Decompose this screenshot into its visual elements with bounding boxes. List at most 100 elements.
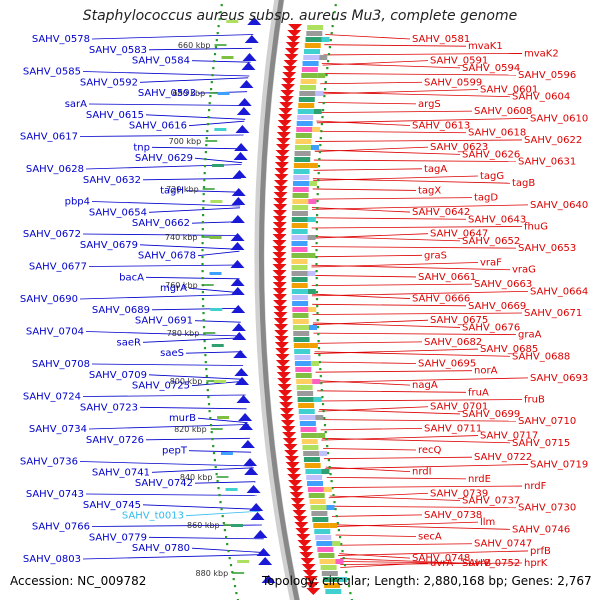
tick-dot <box>342 557 345 560</box>
minus-strand-arrow <box>274 174 289 181</box>
minus-gene-label: SAHV_0717 <box>480 431 538 442</box>
tick-dot <box>223 529 226 532</box>
minus-strand-arrow <box>273 300 288 307</box>
tick-dot <box>315 291 318 294</box>
minus-gene-label: SAHV_0671 <box>524 308 582 319</box>
minus-gene-label: mvaK1 <box>468 41 503 52</box>
leader-line <box>336 543 473 546</box>
plus-gene-label: SAHV_0724 <box>23 392 81 403</box>
tick-dot <box>322 102 325 105</box>
tick-dot <box>317 347 321 350</box>
minus-strand-arrow <box>286 468 301 475</box>
leader-line <box>79 134 244 137</box>
leader-line <box>145 276 240 280</box>
minus-strand-arrow <box>283 60 298 67</box>
plus-gene-label: SAHV_0654 <box>89 207 147 218</box>
tick-dot <box>202 319 205 322</box>
tick-dot <box>316 186 320 189</box>
minus-strand-feature <box>297 391 314 396</box>
leader-line <box>312 303 467 307</box>
minus-gene-label: SAHV_0688 <box>512 351 570 362</box>
tick-dot <box>210 431 213 434</box>
leader-line <box>142 177 242 181</box>
tick-label: 800 kbp <box>170 377 203 386</box>
accession-text: Accession: NC_009782 <box>10 574 147 588</box>
minus-gene-label: SAHV_0631 <box>518 157 576 168</box>
minus-strand-feature <box>293 175 310 180</box>
plus-strand-arrow <box>247 17 262 25</box>
minus-strand-feature <box>309 181 318 186</box>
plus-strand-arrow <box>232 332 247 340</box>
minus-gene-label: uvrB <box>468 558 491 569</box>
minus-strand-feature <box>291 283 308 288</box>
leader-line <box>191 380 245 387</box>
minus-strand-feature <box>323 487 332 492</box>
plus-gene-label: mgrA <box>160 283 187 294</box>
plus-strand-feature <box>214 128 227 131</box>
minus-gene-label: secA <box>418 532 442 543</box>
tick-dot <box>204 354 207 357</box>
plus-gene-label: SAHV_0736 <box>20 457 78 468</box>
leader-line <box>317 110 473 114</box>
minus-gene-label: SAHV_0715 <box>512 438 570 449</box>
minus-strand-feature <box>312 379 321 384</box>
tick-dot <box>208 102 211 105</box>
tick-dot <box>327 53 331 56</box>
tick-dot <box>315 249 318 252</box>
plus-strand-arrow <box>261 575 276 583</box>
tick-dot <box>201 249 204 252</box>
tick-dot <box>316 305 319 308</box>
minus-strand-arrow <box>272 258 287 265</box>
leader-line <box>142 504 259 510</box>
tick-dot <box>204 151 207 154</box>
leader-line <box>319 89 479 95</box>
tick-dot <box>321 403 325 406</box>
minus-strand-feature <box>310 361 319 366</box>
minus-strand-arrow <box>291 504 306 511</box>
plus-gene-label: SAHV_0592 <box>80 77 138 88</box>
tick-dot <box>203 340 206 343</box>
minus-strand-arrow <box>294 522 309 529</box>
plus-strand-arrow <box>232 170 247 178</box>
tick-dot <box>213 53 217 56</box>
leader-line <box>148 207 240 213</box>
minus-strand-feature <box>329 523 338 528</box>
minus-strand-feature <box>295 133 312 138</box>
tick-dot <box>208 109 211 112</box>
leader-line <box>85 331 242 337</box>
tick-dot <box>321 116 324 119</box>
minus-strand-feature <box>310 505 327 510</box>
tick-dot <box>207 396 210 399</box>
leader-line <box>320 427 423 431</box>
minus-strand-feature <box>294 355 311 360</box>
minus-strand-feature <box>291 217 308 222</box>
leader-line <box>188 287 240 294</box>
minus-strand-feature <box>319 451 328 456</box>
minus-gene-label: SAHV_0710 <box>518 416 576 427</box>
tick-dot <box>213 459 216 462</box>
tick-dot <box>319 137 322 140</box>
leader-line <box>191 221 240 224</box>
minus-strand-arrow <box>284 450 299 457</box>
minus-strand-feature <box>305 37 322 42</box>
tick-dot <box>320 123 323 126</box>
plus-gene-label: SAHV_0679 <box>80 240 138 251</box>
minus-strand-feature <box>294 349 311 354</box>
tick-dot <box>208 410 211 413</box>
plus-strand-feature <box>226 20 239 23</box>
minus-strand-feature <box>295 139 312 144</box>
tick-dot <box>205 368 208 371</box>
leader-line <box>191 60 251 63</box>
minus-gene-label: SAHV_0699 <box>462 409 520 420</box>
tick-dot <box>332 494 335 497</box>
leader-line <box>329 495 461 501</box>
leader-line <box>312 204 529 210</box>
minus-strand-feature <box>314 529 331 534</box>
leader-line <box>145 437 250 441</box>
leader-line <box>82 394 246 397</box>
leader-line <box>325 34 411 40</box>
tick-dot <box>210 88 213 91</box>
leader-line <box>311 233 429 239</box>
plus-strand-arrow <box>244 35 259 43</box>
plus-gene-label: SAHV_0734 <box>29 424 87 435</box>
